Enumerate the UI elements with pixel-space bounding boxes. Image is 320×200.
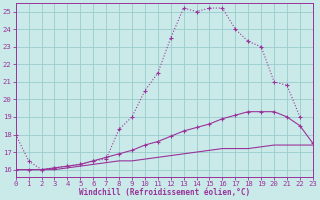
X-axis label: Windchill (Refroidissement éolien,°C): Windchill (Refroidissement éolien,°C) (79, 188, 250, 197)
